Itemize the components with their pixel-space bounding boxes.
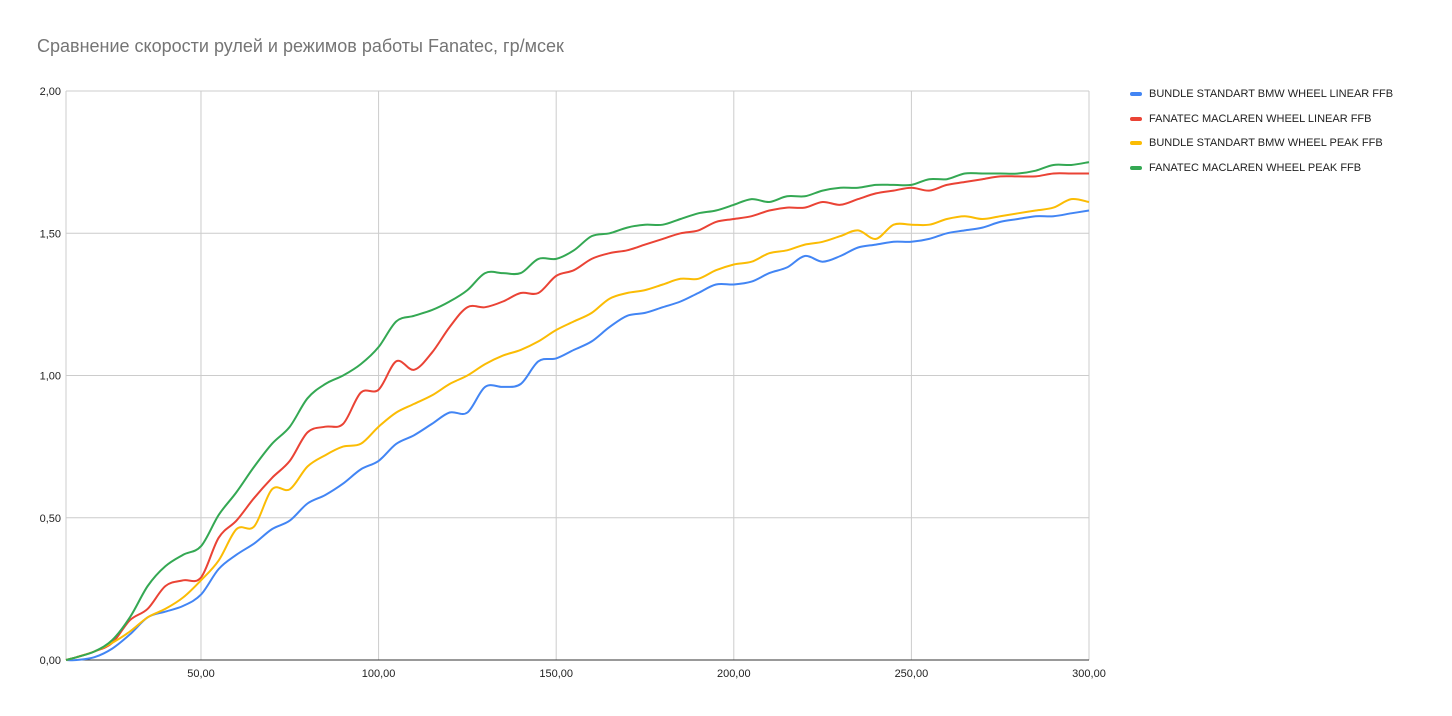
- legend-swatch: [1130, 116, 1142, 121]
- y-tick-label: 0,00: [40, 655, 61, 667]
- legend-swatch: [1130, 165, 1142, 170]
- x-tick-label: 250,00: [895, 668, 929, 680]
- x-tick-label: 50,00: [187, 668, 215, 680]
- legend-item-2: FANATEC MACLAREN WHEEL LINEAR FFB: [1130, 107, 1393, 132]
- y-tick-label: 1,00: [40, 371, 61, 383]
- legend-item-1: BUNDLE STANDART BMW WHEEL LINEAR FFB: [1130, 82, 1393, 107]
- series-line-2: [65, 172, 1089, 661]
- y-tick-label: 2,00: [40, 86, 61, 98]
- x-tick-label: 150,00: [539, 668, 573, 680]
- series-line-4: [65, 161, 1090, 661]
- chart-title: Сравнение скорости рулей и режимов работ…: [37, 36, 564, 56]
- chart-legend: BUNDLE STANDART BMW WHEEL LINEAR FFB FANA…: [1130, 82, 1393, 180]
- x-tick-label: 300,00: [1072, 668, 1106, 680]
- legend-label: FANATEC MACLAREN WHEEL LINEAR FFB: [1149, 112, 1372, 125]
- legend-swatch: [1130, 141, 1142, 146]
- y-tick-label: 0,50: [40, 513, 61, 525]
- legend-label: BUNDLE STANDART BMW WHEEL PEAK FFB: [1149, 137, 1383, 150]
- x-tick-label: 200,00: [717, 668, 751, 680]
- legend-item-3: BUNDLE STANDART BMW WHEEL PEAK FFB: [1130, 131, 1393, 156]
- series-line-3: [65, 197, 1090, 661]
- legend-item-4: FANATEC MACLAREN WHEEL PEAK FFB: [1130, 156, 1393, 181]
- y-tick-label: 1,50: [40, 228, 61, 240]
- legend-swatch: [1130, 92, 1142, 97]
- series-line-1: [65, 209, 1090, 662]
- x-tick-label: 100,00: [362, 668, 396, 680]
- legend-label: BUNDLE STANDART BMW WHEEL LINEAR FFB: [1149, 88, 1394, 101]
- legend-label: FANATEC MACLAREN WHEEL PEAK FFB: [1149, 161, 1362, 174]
